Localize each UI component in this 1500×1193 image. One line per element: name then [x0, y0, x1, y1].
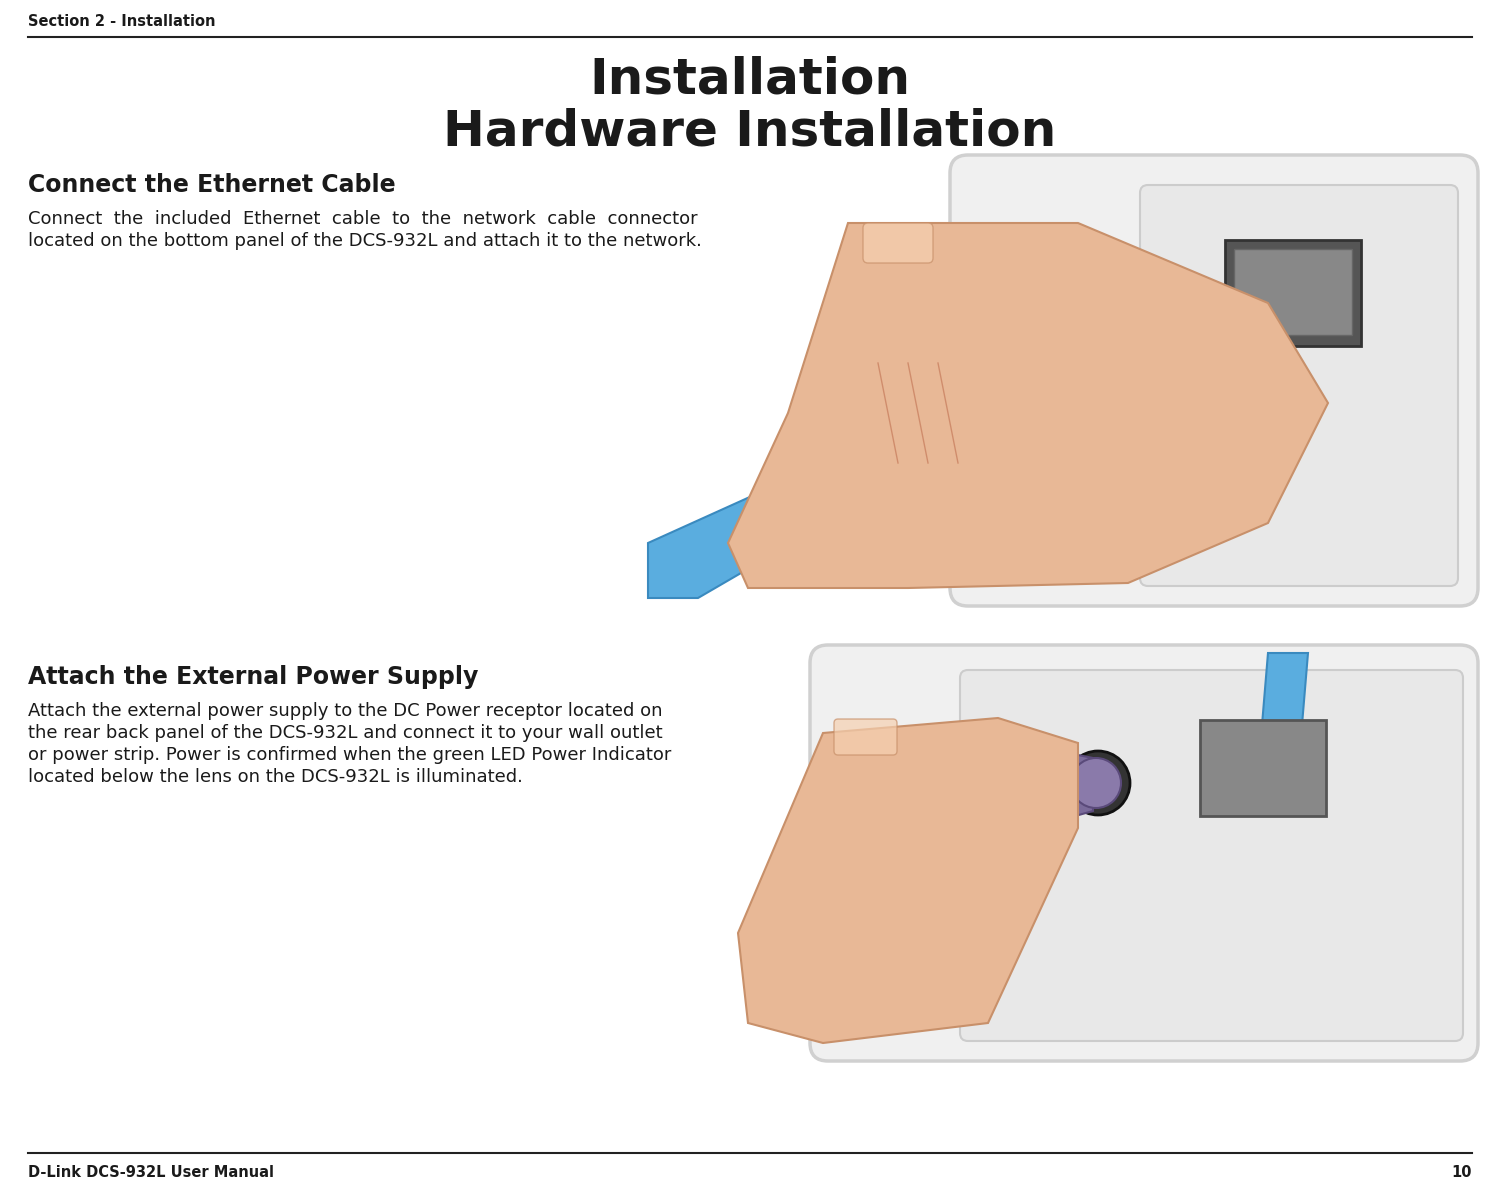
FancyBboxPatch shape [648, 163, 1474, 598]
Circle shape [1066, 752, 1130, 815]
Text: 10: 10 [1452, 1166, 1472, 1180]
FancyBboxPatch shape [1234, 249, 1352, 335]
FancyBboxPatch shape [648, 653, 1474, 1053]
Polygon shape [738, 718, 1078, 1043]
Polygon shape [828, 753, 1094, 853]
Text: Section 2 - Installation: Section 2 - Installation [28, 14, 216, 29]
Text: located below the lens on the DCS-932L is illuminated.: located below the lens on the DCS-932L i… [28, 768, 524, 786]
FancyBboxPatch shape [1200, 721, 1326, 816]
Text: D-Link DCS-932L User Manual: D-Link DCS-932L User Manual [28, 1166, 274, 1180]
Text: Hardware Installation: Hardware Installation [444, 109, 1056, 156]
Polygon shape [728, 223, 1328, 588]
FancyBboxPatch shape [1140, 185, 1458, 586]
FancyBboxPatch shape [810, 645, 1478, 1061]
FancyBboxPatch shape [1156, 301, 1240, 356]
Text: the rear back panel of the DCS-932L and connect it to your wall outlet: the rear back panel of the DCS-932L and … [28, 724, 663, 742]
Text: Connect the Ethernet Cable: Connect the Ethernet Cable [28, 173, 396, 197]
FancyBboxPatch shape [950, 155, 1478, 606]
Circle shape [1080, 765, 1116, 801]
FancyBboxPatch shape [1226, 240, 1360, 346]
Circle shape [1071, 758, 1120, 808]
Text: Installation: Installation [590, 55, 910, 103]
Text: Connect  the  included  Ethernet  cable  to  the  network  cable  connector: Connect the included Ethernet cable to t… [28, 210, 698, 228]
Polygon shape [1258, 653, 1308, 773]
FancyBboxPatch shape [862, 223, 933, 262]
Polygon shape [648, 308, 1258, 598]
FancyBboxPatch shape [834, 719, 897, 755]
Text: or power strip. Power is confirmed when the green LED Power Indicator: or power strip. Power is confirmed when … [28, 746, 672, 764]
Text: Attach the external power supply to the DC Power receptor located on: Attach the external power supply to the … [28, 701, 663, 721]
Text: Attach the External Power Supply: Attach the External Power Supply [28, 665, 478, 690]
Text: located on the bottom panel of the DCS-932L and attach it to the network.: located on the bottom panel of the DCS-9… [28, 231, 702, 251]
FancyBboxPatch shape [960, 670, 1462, 1041]
